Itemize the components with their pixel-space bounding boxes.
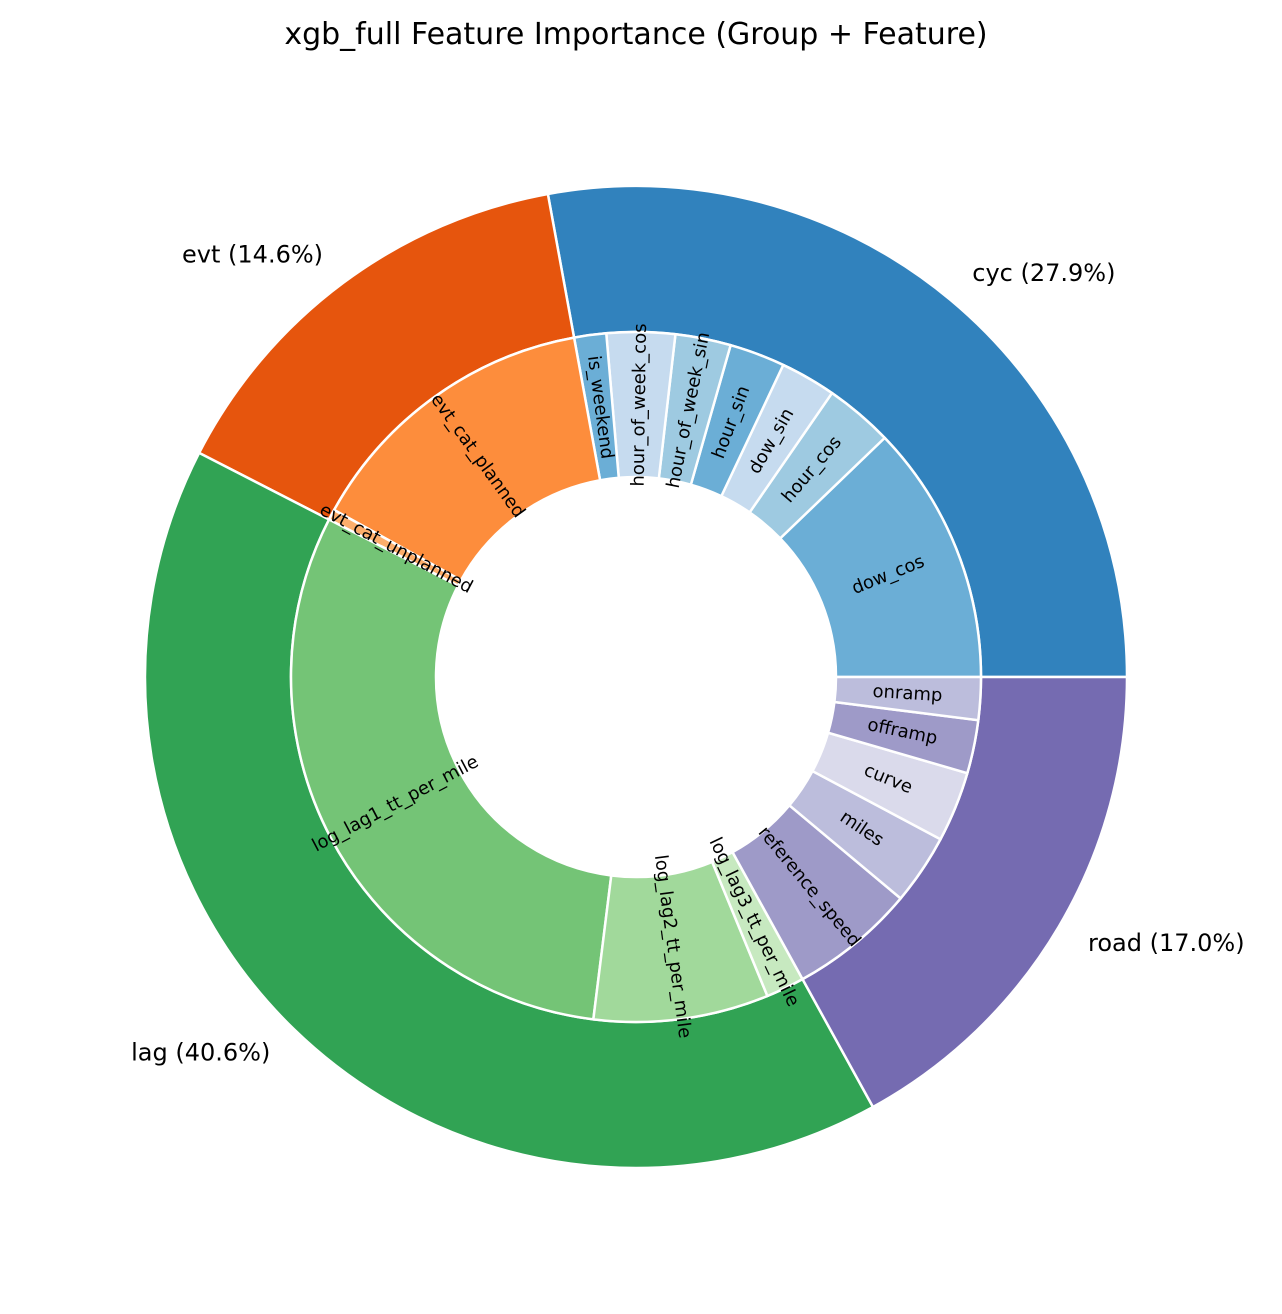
group-label-road: road (17.0%) [1088, 929, 1245, 957]
feature-wedge-onramp [833, 675, 983, 722]
chart-title: xgb_full Feature Importance (Group + Fea… [284, 17, 987, 52]
feature-ring [289, 330, 983, 1024]
group-label-cyc: cyc (27.9%) [972, 259, 1115, 287]
feature-label-onramp: onramp [872, 681, 943, 706]
feature-wedge-dow-cos [778, 436, 983, 679]
feature-wedge-log-lag1-tt-per-mile [289, 517, 613, 1021]
group-ring [143, 184, 1129, 1170]
group-label-lag: lag (40.6%) [131, 1039, 270, 1067]
feature-label-hour-of-week-cos: hour_of_week_cos [628, 323, 651, 486]
group-label-evt: evt (14.6%) [182, 240, 323, 268]
group-labels: cyc (27.9%) evt (14.6%) lag (40.6%) road (1… [131, 240, 1244, 1066]
